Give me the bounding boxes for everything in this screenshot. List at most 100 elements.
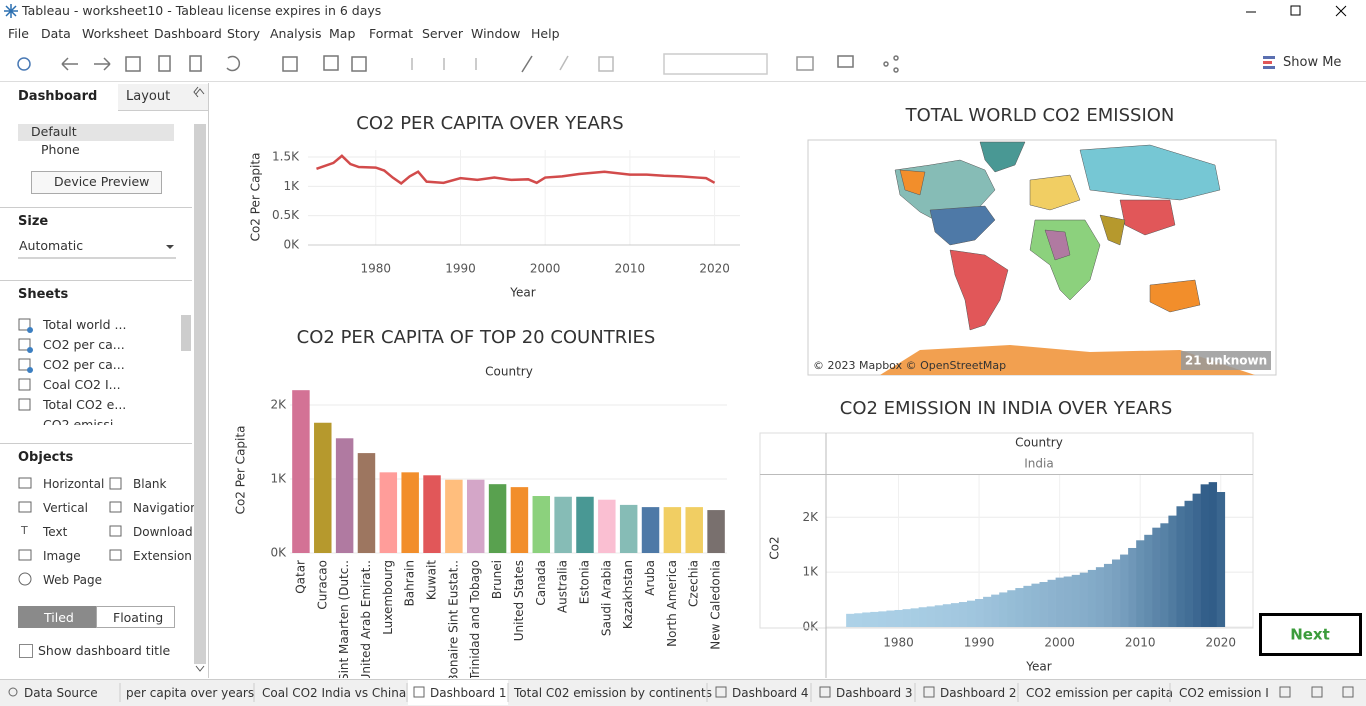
sheet-tab[interactable]: Dashboard 3 xyxy=(836,686,913,700)
checkbox[interactable] xyxy=(19,644,33,658)
floating-button[interactable] xyxy=(96,606,175,628)
menu-item[interactable]: Worksheet xyxy=(82,26,149,41)
bar xyxy=(641,507,660,553)
menu-item[interactable]: Format xyxy=(369,26,414,41)
sheet-item[interactable]: CO2 per ca... xyxy=(43,337,125,352)
x-tick-label: 1990 xyxy=(964,636,995,650)
sheet-item[interactable]: Total CO2 e... xyxy=(43,397,127,412)
object-item[interactable]: Web Page xyxy=(43,573,103,587)
bar xyxy=(466,479,485,553)
x-axis-label: Year xyxy=(1025,660,1051,674)
window-title: Tableau - worksheet10 - Tableau license … xyxy=(22,3,382,18)
menu-item[interactable]: Dashboard xyxy=(154,26,222,41)
object-item[interactable]: Download xyxy=(133,525,193,539)
sheet-tab[interactable]: Dashboard 1 xyxy=(430,686,507,700)
bar xyxy=(445,479,463,553)
menu-item[interactable]: Map xyxy=(329,26,356,41)
object-item[interactable]: Extension xyxy=(133,549,192,563)
x-tick-label: 2010 xyxy=(615,262,646,276)
menu-item[interactable]: Help xyxy=(531,26,560,41)
floating-label: Floating xyxy=(113,610,164,625)
sheet-tab[interactable]: Data Source xyxy=(24,686,98,700)
panel-scrollbar[interactable] xyxy=(192,84,208,678)
unknown-badge[interactable]: 21 unknown xyxy=(1185,354,1267,368)
dropdown-frame xyxy=(18,245,176,259)
tiled-button[interactable] xyxy=(18,606,96,628)
sheet-tab[interactable]: Coal CO2 India vs China xyxy=(262,686,407,700)
category-label: Kazakhstan xyxy=(621,560,635,629)
bar xyxy=(942,604,952,627)
object-item[interactable]: Vertical xyxy=(43,501,88,515)
scroll-thumb[interactable] xyxy=(181,315,191,351)
menu-item[interactable]: Window xyxy=(471,26,521,41)
next-button[interactable] xyxy=(1259,613,1362,656)
bar xyxy=(1128,547,1137,627)
bar xyxy=(854,613,863,627)
device-preview-button[interactable] xyxy=(31,171,162,194)
sheet-tab[interactable]: Dashboard 4 xyxy=(732,686,809,700)
menu-item[interactable]: Data xyxy=(41,26,71,41)
tiled-label: Tiled xyxy=(44,610,74,625)
x-tick-label: 2020 xyxy=(1206,636,1237,650)
menu-item[interactable]: File xyxy=(8,26,29,41)
column-value: India xyxy=(1024,457,1053,471)
category-label: Aruba xyxy=(643,560,657,596)
tab-icons xyxy=(8,683,1354,702)
bar xyxy=(1112,559,1121,627)
sheet-icons xyxy=(18,318,33,411)
bar xyxy=(554,496,572,553)
panel-tab[interactable]: Layout xyxy=(126,89,171,104)
panel-tab[interactable]: Dashboard xyxy=(18,89,98,104)
checkbox-label: Show dashboard title xyxy=(38,643,171,658)
menu-item[interactable]: Analysis xyxy=(270,26,322,41)
menu-item[interactable]: Server xyxy=(422,26,463,41)
next-label[interactable]: Next xyxy=(1290,626,1330,644)
bar xyxy=(846,613,855,627)
y-axis-label: Co2 Per Capita xyxy=(249,153,263,242)
device-option[interactable]: Phone xyxy=(41,142,80,157)
show-me-button[interactable]: Show Me xyxy=(1283,55,1342,70)
device-preview-label: Device Preview xyxy=(54,174,150,189)
object-icons: T xyxy=(18,477,122,586)
y-axis-label: Co2 Per Capita xyxy=(234,426,248,515)
device-option[interactable]: Default xyxy=(31,124,77,139)
size-dropdown[interactable]: Automatic xyxy=(19,238,84,253)
window-controls[interactable] xyxy=(1236,0,1366,22)
sheet-tab[interactable]: Dashboard 2 xyxy=(940,686,1017,700)
sheet-tab[interactable]: CO2 emission In xyxy=(1179,686,1269,700)
object-item[interactable]: Image xyxy=(43,549,81,563)
sheet-item[interactable]: Total world ... xyxy=(43,317,127,332)
category-label: United States xyxy=(512,560,526,641)
category-label: Canada xyxy=(534,560,548,606)
device-selected xyxy=(18,124,174,141)
bar xyxy=(878,611,887,627)
object-item[interactable]: Horizontal xyxy=(43,477,105,491)
bar xyxy=(991,594,1000,627)
category-label: United Arab Emirat.. xyxy=(359,560,373,678)
object-item[interactable]: Blank xyxy=(133,477,167,491)
sheet-tab[interactable]: CO2 emission per capita xyxy=(1026,686,1173,700)
map[interactable]: 21 unknown © 2023 Mapbox © OpenStreetMap xyxy=(807,139,1277,376)
y-tick-label: 0K xyxy=(283,238,300,252)
bar xyxy=(894,609,903,627)
sheet-item[interactable]: CO2 emissi... xyxy=(43,417,126,425)
column-header: Country xyxy=(485,365,533,379)
bar xyxy=(886,610,895,627)
sheet-item[interactable]: Coal CO2 I... xyxy=(43,377,121,392)
sheet-list: Total world ... CO2 per ca... CO2 per ca… xyxy=(0,316,192,425)
bar xyxy=(510,487,529,553)
sheet-item[interactable]: CO2 per ca... xyxy=(43,357,125,372)
menu-item[interactable]: Story xyxy=(227,26,261,41)
sheet-tab[interactable]: Total C02 emission by continents xyxy=(514,686,712,700)
svg-text:T: T xyxy=(20,524,28,537)
sheet-tab[interactable]: per capita over years xyxy=(126,686,255,700)
bar xyxy=(1160,523,1169,627)
object-item[interactable]: Navigation xyxy=(133,501,198,515)
bar xyxy=(598,499,616,553)
bar xyxy=(966,600,976,627)
object-item[interactable]: Text xyxy=(43,525,68,539)
bar xyxy=(1055,577,1064,627)
bar xyxy=(1039,582,1048,627)
x-tick-label: 2010 xyxy=(1125,636,1156,650)
toolbar xyxy=(0,53,1366,82)
